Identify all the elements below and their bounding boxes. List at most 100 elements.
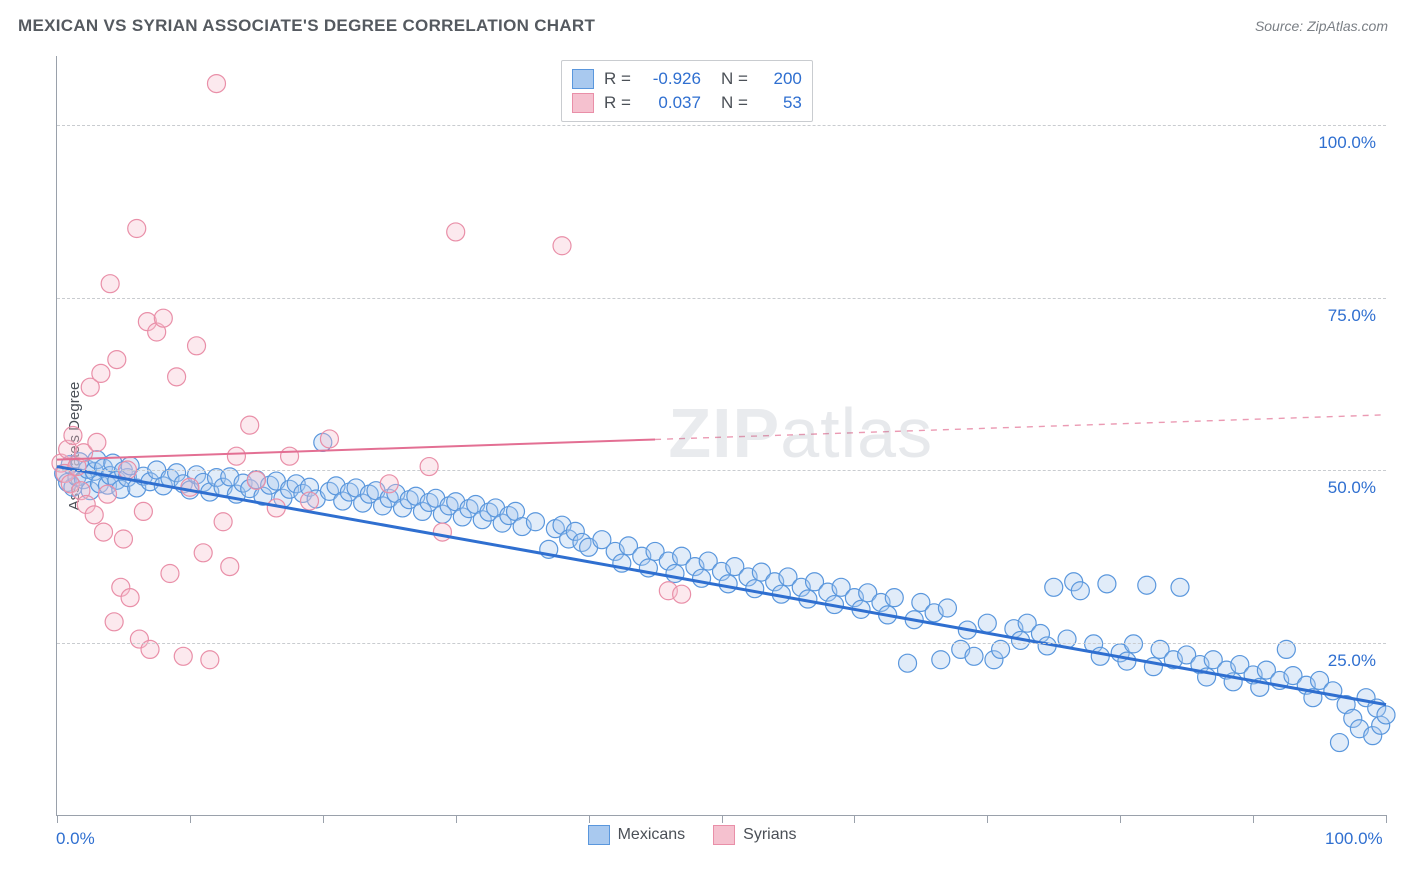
- marker-mexicans: [1138, 576, 1156, 594]
- x-tick: [987, 815, 988, 823]
- x-tick: [1386, 815, 1387, 823]
- legend-swatch: [572, 93, 594, 113]
- gridline: [57, 643, 1386, 644]
- y-tick-label: 100.0%: [1318, 133, 1376, 153]
- marker-mexicans: [719, 575, 737, 593]
- marker-syrians: [188, 337, 206, 355]
- x-tick: [854, 815, 855, 823]
- marker-syrians: [134, 502, 152, 520]
- marker-syrians: [92, 364, 110, 382]
- x-tick: [1253, 815, 1254, 823]
- marker-syrians: [161, 565, 179, 583]
- marker-mexicans: [1118, 652, 1136, 670]
- marker-syrians: [194, 544, 212, 562]
- stat-n-value: 53: [758, 91, 802, 115]
- stat-r-label: R =: [604, 67, 631, 91]
- marker-syrians: [121, 589, 139, 607]
- marker-syrians: [101, 275, 119, 293]
- marker-syrians: [247, 471, 265, 489]
- x-tick: [722, 815, 723, 823]
- marker-syrians: [99, 485, 117, 503]
- marker-mexicans: [932, 651, 950, 669]
- legend-item: Syrians: [713, 825, 796, 845]
- marker-syrians: [114, 530, 132, 548]
- marker-syrians: [168, 368, 186, 386]
- marker-mexicans: [885, 589, 903, 607]
- marker-syrians: [214, 513, 232, 531]
- marker-syrians: [108, 351, 126, 369]
- marker-mexicans: [746, 580, 764, 598]
- y-tick-label: 75.0%: [1328, 306, 1376, 326]
- marker-syrians: [105, 613, 123, 631]
- marker-mexicans: [1071, 582, 1089, 600]
- x-tick: [323, 815, 324, 823]
- marker-mexicans: [1091, 647, 1109, 665]
- chart-title: MEXICAN VS SYRIAN ASSOCIATE'S DEGREE COR…: [18, 16, 595, 36]
- trendline-syrians: [57, 439, 655, 459]
- gridline: [57, 298, 1386, 299]
- marker-mexicans: [1098, 575, 1116, 593]
- marker-syrians: [320, 430, 338, 448]
- y-tick-label: 25.0%: [1328, 651, 1376, 671]
- stat-n-value: 200: [758, 67, 802, 91]
- x-tick: [589, 815, 590, 823]
- x-tick: [190, 815, 191, 823]
- title-bar: MEXICAN VS SYRIAN ASSOCIATE'S DEGREE COR…: [18, 16, 1388, 36]
- marker-syrians: [553, 237, 571, 255]
- marker-mexicans: [526, 513, 544, 531]
- plot-area: 25.0%50.0%75.0%100.0%ZIPatlas: [56, 56, 1386, 816]
- gridline: [57, 125, 1386, 126]
- x-tick: [57, 815, 58, 823]
- legend-item: Mexicans: [588, 825, 686, 845]
- legend-label: Syrians: [743, 826, 796, 844]
- stat-r-value: -0.926: [641, 67, 701, 91]
- legend-label: Mexicans: [618, 826, 686, 844]
- marker-syrians: [95, 523, 113, 541]
- x-tick-label: 100.0%: [1325, 829, 1383, 849]
- legend-stats-row: R = 0.037 N = 53: [572, 91, 802, 115]
- marker-syrians: [88, 433, 106, 451]
- marker-syrians: [380, 475, 398, 493]
- marker-mexicans: [1045, 578, 1063, 596]
- x-tick: [456, 815, 457, 823]
- marker-mexicans: [1377, 706, 1395, 724]
- trendline-extrap-syrians: [655, 415, 1386, 440]
- marker-mexicans: [1330, 734, 1348, 752]
- marker-syrians: [433, 523, 451, 541]
- marker-syrians: [281, 447, 299, 465]
- marker-mexicans: [965, 647, 983, 665]
- gridline: [57, 470, 1386, 471]
- legend-stats-box: R = -0.926 N = 200 R = 0.037 N = 53: [561, 60, 813, 122]
- marker-syrians: [174, 647, 192, 665]
- marker-mexicans: [899, 654, 917, 672]
- stat-r-value: 0.037: [641, 91, 701, 115]
- marker-mexicans: [978, 614, 996, 632]
- marker-syrians: [241, 416, 259, 434]
- marker-syrians: [181, 478, 199, 496]
- marker-syrians: [227, 447, 245, 465]
- legend-swatch: [588, 825, 610, 845]
- source-attribution: Source: ZipAtlas.com: [1255, 18, 1388, 34]
- marker-syrians: [207, 75, 225, 93]
- legend-swatch: [713, 825, 735, 845]
- y-tick-label: 50.0%: [1328, 478, 1376, 498]
- marker-mexicans: [1124, 635, 1142, 653]
- marker-syrians: [64, 427, 82, 445]
- marker-mexicans: [938, 599, 956, 617]
- marker-syrians: [420, 458, 438, 476]
- marker-syrians: [221, 558, 239, 576]
- stat-r-label: R =: [604, 91, 631, 115]
- marker-syrians: [201, 651, 219, 669]
- chart-svg: [57, 56, 1386, 815]
- legend-swatch: [572, 69, 594, 89]
- marker-syrians: [154, 309, 172, 327]
- legend-series: Mexicans Syrians: [588, 825, 797, 845]
- marker-syrians: [128, 220, 146, 238]
- marker-syrians: [447, 223, 465, 241]
- marker-syrians: [673, 585, 691, 603]
- stat-n-label: N =: [721, 91, 748, 115]
- x-tick-label: 0.0%: [56, 829, 95, 849]
- x-tick: [1120, 815, 1121, 823]
- marker-syrians: [301, 492, 319, 510]
- stat-n-label: N =: [721, 67, 748, 91]
